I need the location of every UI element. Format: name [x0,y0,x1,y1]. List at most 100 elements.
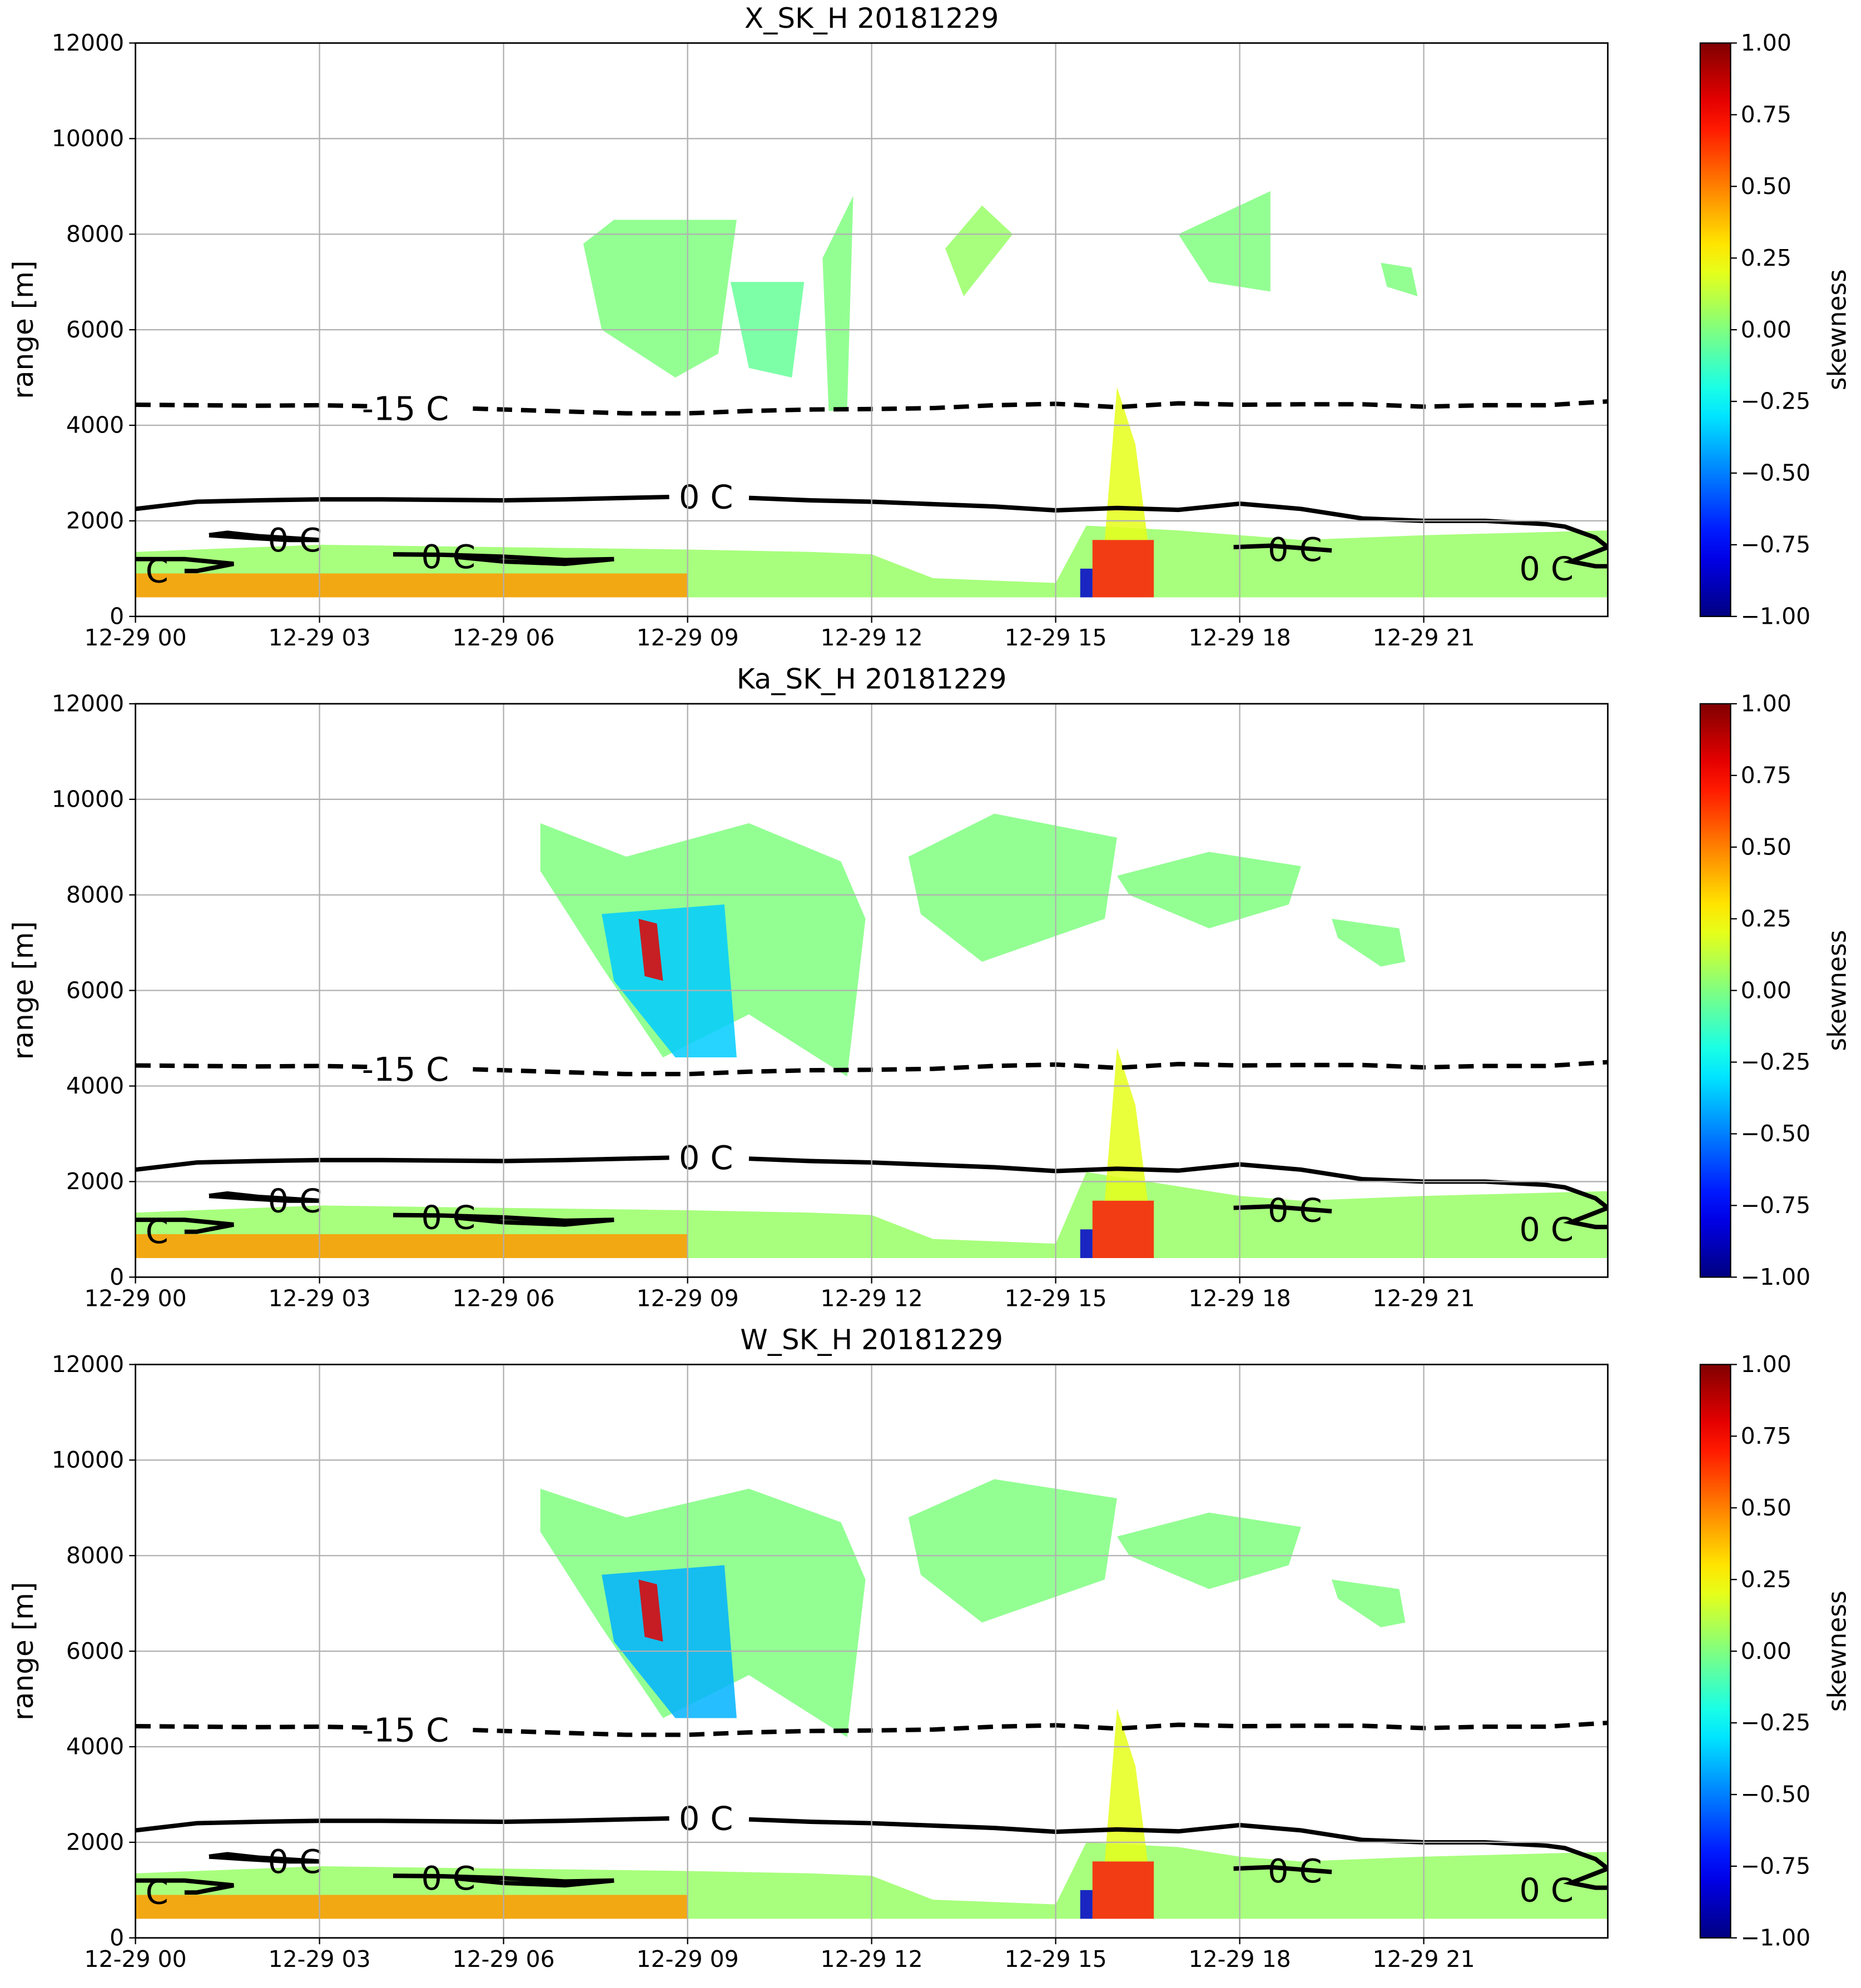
colorbar-tick-label: −1.00 [1741,1264,1811,1290]
colorbar [1699,42,1731,617]
colorbar-tick-label: 0.25 [1741,1566,1791,1593]
x-tick-label: 12-29 00 [85,624,187,651]
echo-region [602,1565,737,1718]
x-tick-label: 12-29 06 [453,1285,555,1312]
colorbar [1699,1364,1731,1939]
isotherm-line [135,1816,1608,1890]
isotherm-label: 0 C [268,521,322,559]
y-tick-label: 4000 [66,1733,124,1760]
x-tick-label: 12-29 12 [821,1946,923,1972]
isotherm-label: 0 C [1268,1191,1322,1229]
colorbar-tick-label: 0.50 [1741,833,1791,860]
colorbar-tick-label: 0.00 [1741,977,1791,1003]
isotherm-label: -15 C [362,1050,449,1089]
x-tick-label: 12-29 03 [269,624,371,651]
colorbar-tick-label: −1.00 [1741,1924,1811,1951]
y-tick-label: 12000 [52,690,124,717]
chart-title: Ka_SK_H 20181229 [737,663,1007,695]
isotherm-label: 0 C [1519,1210,1574,1249]
y-tick-label: 2000 [66,1168,124,1195]
echo-region [1104,1047,1148,1201]
isotherm-label: 0 C [1519,549,1574,588]
isotherm-label: -15 C [362,1711,449,1749]
isotherm-line [135,1217,234,1234]
y-tick-label: 0 [110,603,124,629]
chart-title: X_SK_H 20181229 [745,2,999,34]
colorbar-tick-label: 0.75 [1741,101,1791,128]
echo-region [1092,1861,1154,1919]
colorbar-tick-label: −0.25 [1741,1709,1811,1736]
isotherm-label: 0 C [268,1181,322,1220]
isotherm-line [135,556,234,574]
isotherm-line [135,1721,1608,1737]
x-tick-label: 12-29 21 [1373,624,1475,651]
colorbar-tick-label: 1.00 [1741,1351,1791,1378]
colorbar-tick-label: −0.25 [1741,388,1811,415]
echo-region [1080,568,1093,598]
isotherm-label: 0 C [421,538,475,576]
colorbar-label: skewness [1823,269,1852,390]
colorbar-tick-label: −0.50 [1741,460,1811,486]
echo-region [1381,262,1418,296]
colorbar-tick-label: 0.25 [1741,245,1791,271]
colorbar-tick-label: 1.00 [1741,690,1791,717]
y-tick-label: 12000 [52,29,124,56]
x-tick-label: 12-29 18 [1189,624,1291,651]
x-tick-label: 12-29 12 [821,624,923,651]
echo-region [1116,1512,1301,1589]
echo-region [1178,191,1271,292]
isotherm-line [393,552,614,566]
x-tick-label: 12-29 21 [1373,1285,1475,1312]
x-tick-label: 12-29 18 [1189,1285,1291,1312]
colorbar-tick-label: −0.75 [1741,531,1811,558]
echo-region [135,573,688,598]
isotherm-line [135,1155,1608,1230]
isotherm-label: C [146,552,168,590]
isotherm-label: 0 C [1268,1852,1322,1890]
y-tick-label: 10000 [52,125,124,152]
isotherm-line [1233,1204,1332,1214]
y-tick-label: 0 [110,1924,124,1951]
y-tick-label: 6000 [66,316,124,343]
isotherm-line [1233,543,1332,553]
echo-region [1116,852,1301,928]
chart-title: W_SK_H 20181229 [740,1324,1003,1356]
isotherm-line [135,1060,1608,1077]
y-axis-label: range [m] [7,1582,39,1720]
isotherm-line [135,399,1608,416]
isotherm-label: -15 C [362,389,449,428]
isotherm-label: 0 C [421,1859,475,1897]
x-tick-label: 12-29 12 [821,1285,923,1312]
isotherm-label: 0 C [421,1198,475,1236]
x-tick-label: 12-29 15 [1005,624,1107,651]
colorbar-tick-label: −0.75 [1741,1853,1811,1880]
echo-region [135,1234,688,1258]
colorbar-tick-label: 1.00 [1741,29,1791,56]
y-tick-label: 8000 [66,881,124,908]
echo-region [583,220,737,378]
x-tick-label: 12-29 09 [637,1285,739,1312]
isotherm-line [209,530,320,543]
x-tick-label: 12-29 00 [85,1285,187,1312]
y-tick-label: 4000 [66,412,124,439]
echo-region [1104,1708,1148,1862]
echo-region [1104,387,1148,540]
echo-region [822,196,853,411]
colorbar-tick-label: 0.50 [1741,1494,1791,1521]
echo-region [908,813,1117,962]
y-axis-label: range [m] [7,260,39,399]
colorbar-tick-label: −0.75 [1741,1192,1811,1219]
echo-region [1080,1229,1093,1258]
x-tick-label: 12-29 21 [1373,1946,1475,1972]
colorbar-tick-label: 0.75 [1741,1423,1791,1449]
colorbar-tick-label: 0.50 [1741,173,1791,200]
y-tick-label: 6000 [66,1638,124,1664]
y-tick-label: 10000 [52,786,124,812]
y-tick-label: 0 [110,1264,124,1290]
x-tick-label: 12-29 18 [1189,1946,1291,1972]
echo-region [1332,918,1406,967]
colorbar-tick-label: −0.50 [1741,1781,1811,1808]
x-tick-label: 12-29 03 [269,1946,371,1972]
y-tick-label: 2000 [66,1829,124,1856]
